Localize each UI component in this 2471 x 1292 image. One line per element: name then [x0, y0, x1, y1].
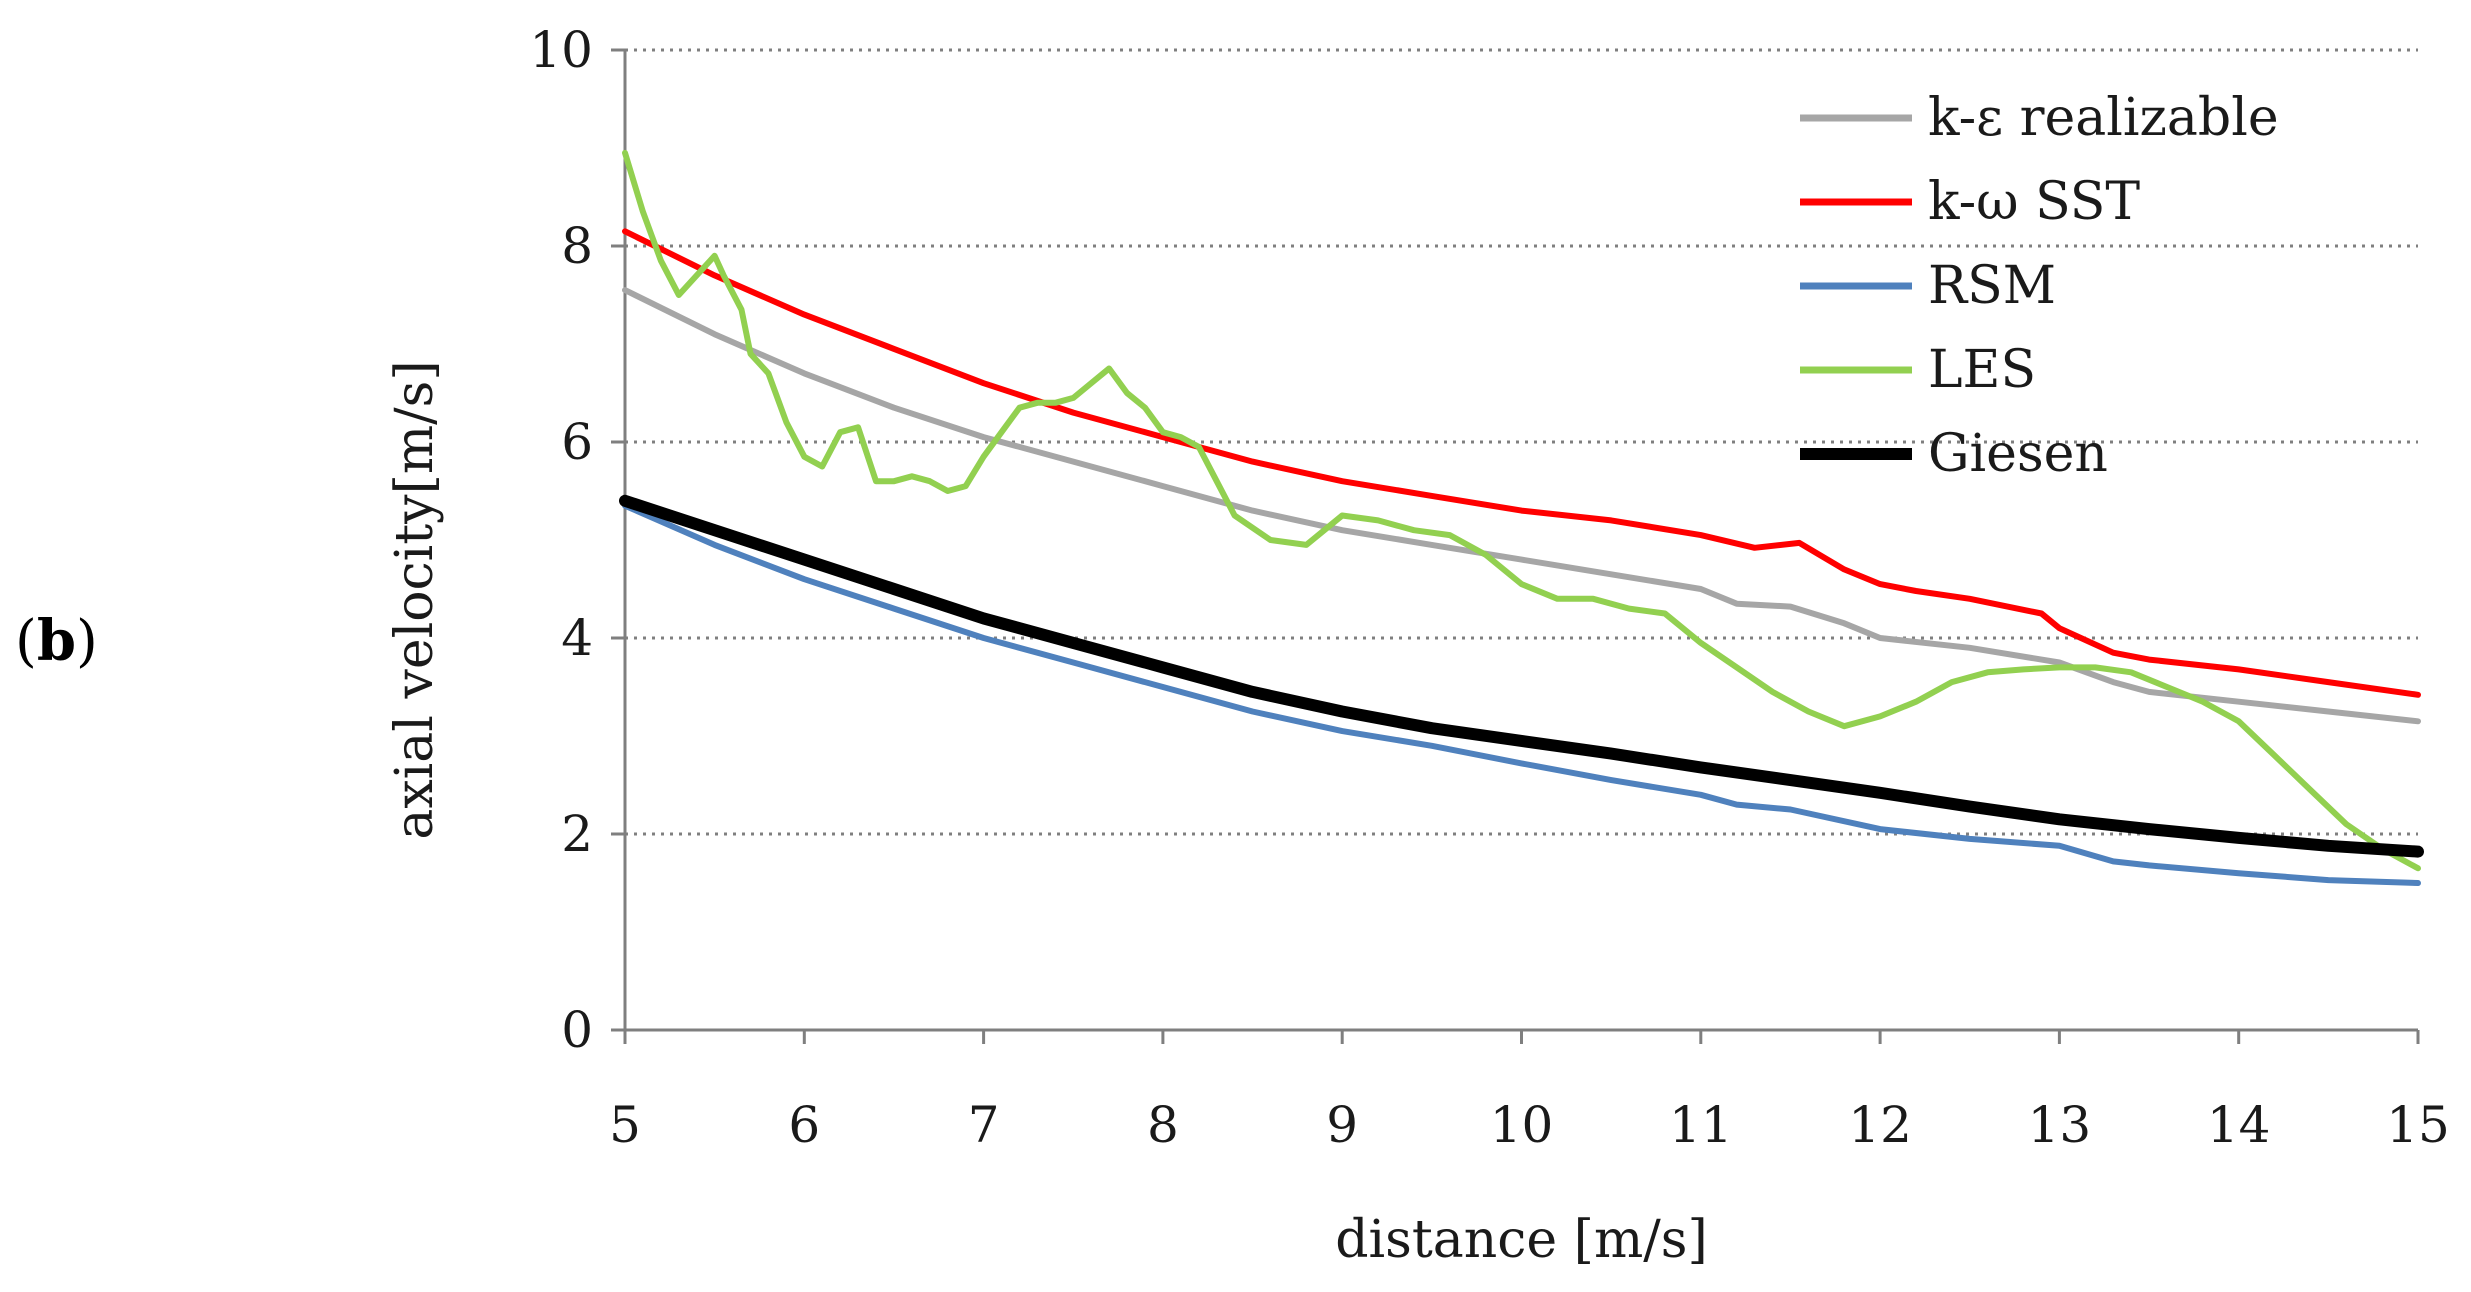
x-tick-label: 8 [1147, 1096, 1179, 1154]
series-line-les [622, 149, 2421, 872]
y-tick-label: 6 [561, 413, 593, 471]
series-line-k-realizable [622, 287, 2421, 725]
tick-labels: 0 2 4 6 8 10 5 6 7 8 9 10 11 12 13 14 15 [529, 21, 2449, 1154]
x-tick-label: 13 [2028, 1096, 2092, 1154]
legend: k-ε realizable k-ω SST RSM LES Giesen [1800, 88, 2279, 484]
legend-label-giesen: Giesen [1928, 424, 2108, 484]
x-axis-title: distance [m/s] [1335, 1210, 1708, 1270]
series-line-k-sst [622, 228, 2421, 698]
y-tick-label: 2 [561, 805, 593, 863]
x-tick-label: 5 [609, 1096, 641, 1154]
x-tick-label: 10 [1490, 1096, 1554, 1154]
x-tick-label: 15 [2386, 1096, 2450, 1154]
y-axis-title: axial velocity[m/s] [385, 360, 445, 839]
x-tick-label: 14 [2207, 1096, 2271, 1154]
x-tick-label: 11 [1669, 1096, 1733, 1154]
axes [611, 48, 2420, 1044]
panel-label: (b) [15, 608, 98, 674]
series-line-giesen [619, 494, 2424, 858]
y-tick-label: 8 [561, 217, 593, 275]
grid-lines [625, 48, 2418, 836]
y-tick-label: 0 [561, 1001, 593, 1059]
legend-label-rsm: RSM [1928, 256, 2056, 316]
legend-label-les: LES [1928, 340, 2036, 400]
x-tick-label: 12 [1848, 1096, 1912, 1154]
legend-label-k-realizable: k-ε realizable [1928, 88, 2279, 148]
series-lines [619, 149, 2424, 886]
x-tick-label: 6 [788, 1096, 820, 1154]
x-tick-label: 9 [1326, 1096, 1358, 1154]
y-tick-label: 10 [529, 21, 593, 79]
series-line-rsm [622, 502, 2421, 886]
y-tick-label: 4 [561, 609, 593, 667]
legend-label-k-sst: k-ω SST [1928, 172, 2140, 232]
x-tick-label: 7 [968, 1096, 1000, 1154]
